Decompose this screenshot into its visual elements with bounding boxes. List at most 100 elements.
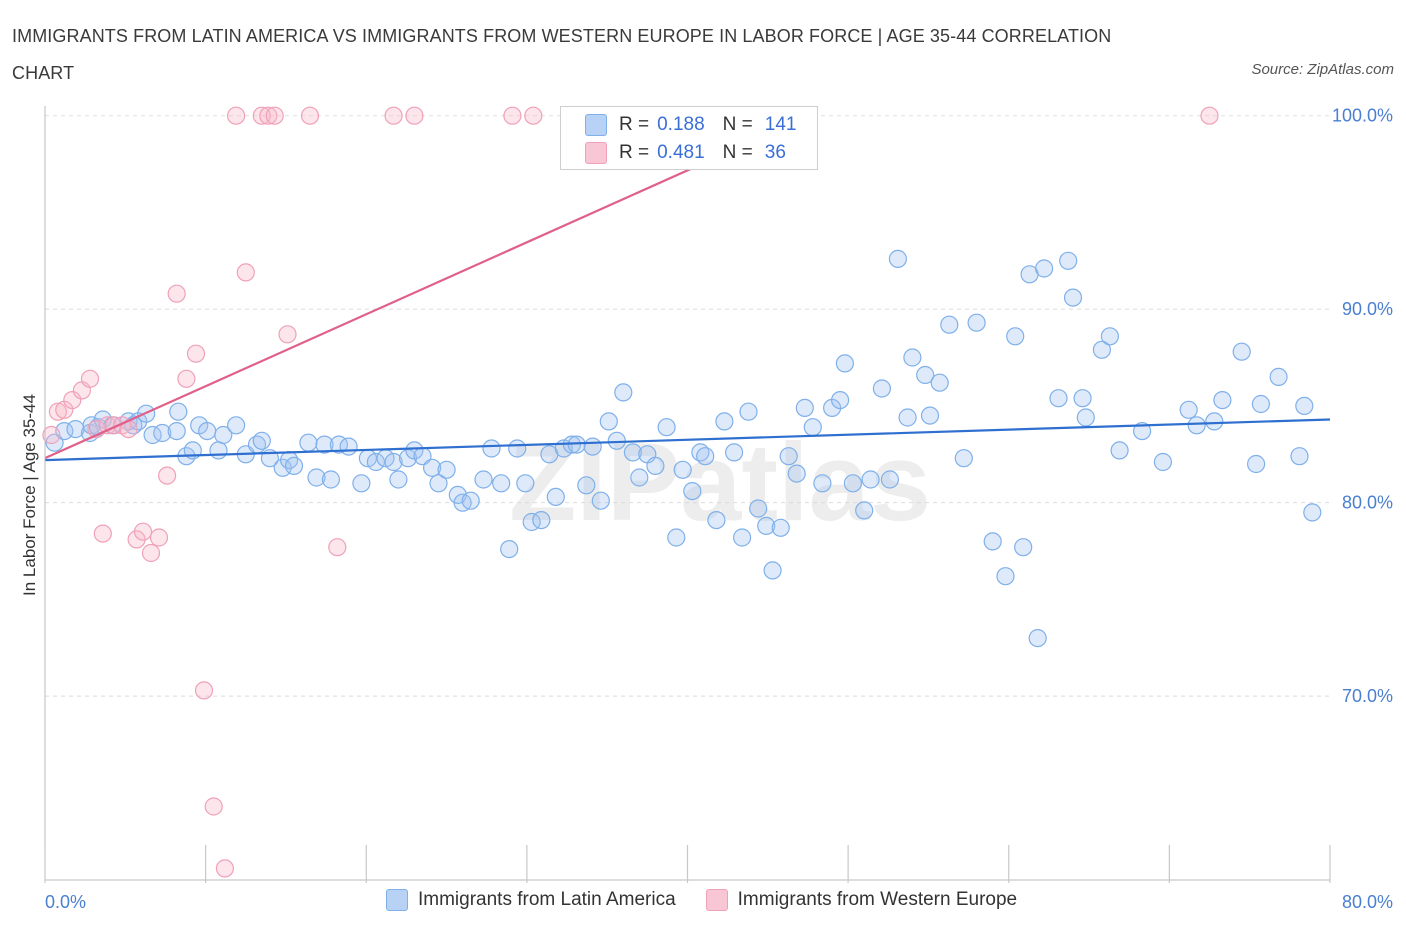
y-tick-label: 90.0% <box>1342 299 1393 319</box>
point-latin-america <box>474 470 493 489</box>
point-latin-america <box>567 435 586 454</box>
point-latin-america <box>749 499 768 518</box>
r-label: R = <box>619 142 650 163</box>
point-latin-america <box>389 470 408 489</box>
point-latin-america <box>1076 408 1095 427</box>
point-latin-america <box>299 433 318 452</box>
point-latin-america <box>861 470 880 489</box>
point-latin-america <box>996 567 1015 586</box>
point-latin-america <box>1110 441 1129 460</box>
point-latin-america <box>429 474 448 493</box>
point-latin-america <box>614 383 633 402</box>
point-latin-america <box>352 474 371 493</box>
point-latin-america <box>888 249 908 268</box>
point-latin-america <box>227 416 246 435</box>
point-latin-america <box>461 491 480 510</box>
point-latin-america <box>1100 327 1120 346</box>
trend-line-western-europe <box>44 114 811 460</box>
point-latin-america <box>1246 454 1266 474</box>
point-western-europe <box>278 325 297 344</box>
point-latin-america <box>508 439 527 458</box>
point-western-europe <box>259 106 278 125</box>
point-latin-america <box>1063 288 1083 307</box>
point-latin-america <box>835 354 855 373</box>
n-value: 141 <box>764 114 797 135</box>
point-latin-america <box>500 539 519 559</box>
point-western-europe <box>194 681 214 700</box>
point-western-europe <box>1200 106 1219 125</box>
point-latin-america <box>940 315 959 334</box>
point-western-europe <box>158 466 177 485</box>
point-latin-america <box>1187 416 1206 435</box>
point-latin-america <box>423 458 442 477</box>
point-latin-america <box>843 474 863 493</box>
point-latin-america <box>1213 391 1232 410</box>
axis-layer: 70.0% 80.0% 90.0% 100.0% 0.0% 80.0% <box>44 106 1393 912</box>
point-latin-america <box>916 365 935 385</box>
point-latin-america <box>830 391 850 410</box>
point-western-europe <box>215 859 234 878</box>
r-label: R = <box>619 114 650 135</box>
point-latin-america <box>667 528 686 547</box>
point-latin-america <box>284 456 304 475</box>
point-latin-america <box>724 443 744 462</box>
point-western-europe <box>177 369 196 388</box>
point-latin-america <box>795 398 814 417</box>
point-latin-america <box>321 470 340 489</box>
swatch-western-europe <box>585 142 607 164</box>
series-legend: Immigrants from Latin America Immigrants… <box>386 889 1047 911</box>
point-latin-america <box>630 468 649 487</box>
point-latin-america <box>920 406 940 425</box>
stats-row-latin-america: R = 0.188 N = 141 <box>585 111 796 139</box>
grid-layer <box>45 115 1330 697</box>
point-latin-america <box>696 447 715 466</box>
r-value: 0.188 <box>657 114 705 135</box>
point-latin-america <box>546 487 565 506</box>
point-latin-america <box>1049 389 1068 408</box>
point-latin-america <box>1290 447 1309 466</box>
point-latin-america <box>1028 628 1047 648</box>
point-latin-america <box>757 516 776 536</box>
point-western-europe <box>503 106 522 125</box>
point-latin-america <box>1295 396 1314 415</box>
r-value: 0.481 <box>657 142 705 163</box>
legend-swatch-western-europe <box>705 889 728 911</box>
legend-item-western-europe[interactable]: Immigrants from Western Europe <box>705 889 1017 911</box>
point-western-europe <box>524 106 543 125</box>
y-tick-label: 80.0% <box>1342 493 1393 513</box>
point-latin-america <box>1205 412 1224 431</box>
point-latin-america <box>880 470 900 489</box>
point-latin-america <box>1034 259 1054 278</box>
point-latin-america <box>1179 400 1198 419</box>
point-latin-america <box>771 518 790 537</box>
point-latin-america <box>1232 342 1251 361</box>
point-western-europe <box>141 543 161 563</box>
point-latin-america <box>967 313 986 332</box>
chart-title: IMMIGRANTS FROM LATIN AMERICA VS IMMIGRA… <box>12 26 1112 83</box>
point-latin-america <box>1251 394 1271 414</box>
point-latin-america <box>214 425 233 445</box>
point-latin-america <box>93 410 112 429</box>
point-western-europe <box>167 284 186 303</box>
point-latin-america <box>1059 251 1078 270</box>
point-latin-america <box>198 422 217 441</box>
legend-label-latin-america: Immigrants from Latin America <box>418 889 676 910</box>
point-latin-america <box>599 412 618 431</box>
point-latin-america <box>1303 503 1322 522</box>
legend-item-latin-america[interactable]: Immigrants from Latin America <box>386 889 676 911</box>
point-latin-america <box>983 532 1002 551</box>
point-latin-america <box>954 449 973 468</box>
point-latin-america <box>1092 340 1112 359</box>
y-axis-title: In Labor Force | Age 35-44 <box>20 394 39 596</box>
n-label: N = <box>722 142 753 163</box>
point-latin-america <box>437 460 456 479</box>
point-latin-america <box>707 510 726 530</box>
point-western-europe <box>227 106 246 125</box>
point-latin-america <box>855 501 874 520</box>
point-latin-america <box>872 379 892 398</box>
n-label: N = <box>722 114 753 135</box>
x-tick-label: 80.0% <box>1342 892 1393 912</box>
point-western-europe <box>186 344 206 363</box>
legend-swatch-latin-america <box>386 889 408 911</box>
point-latin-america <box>1153 452 1173 472</box>
